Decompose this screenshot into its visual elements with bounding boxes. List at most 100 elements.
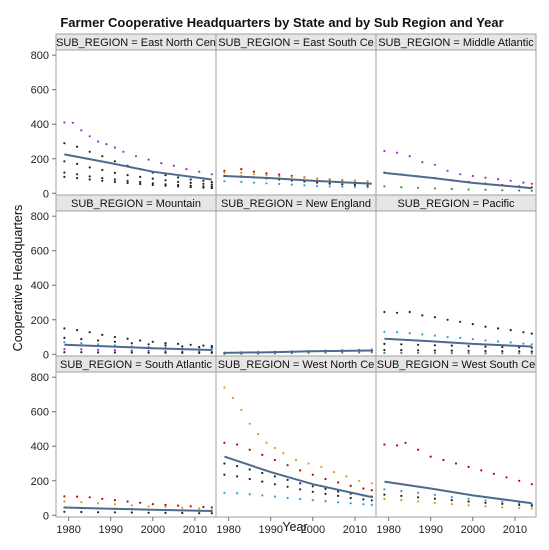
data-point (223, 180, 226, 183)
data-point (433, 187, 436, 190)
data-point (63, 327, 66, 330)
data-point (88, 178, 91, 181)
x-tick-label: 1980 (376, 524, 400, 536)
data-point (417, 343, 420, 346)
data-point (417, 496, 420, 499)
data-point (316, 181, 319, 184)
data-point (433, 334, 436, 337)
data-point (286, 478, 289, 481)
data-point (404, 441, 407, 444)
panel-plot-area (56, 211, 216, 356)
data-point (273, 446, 276, 450)
data-point (113, 349, 116, 352)
panel-marks (223, 168, 372, 189)
data-point (366, 180, 369, 183)
data-point (337, 501, 340, 504)
panel-plot-area (56, 372, 216, 517)
data-point (400, 349, 403, 352)
data-point (261, 471, 264, 475)
data-point (433, 497, 436, 500)
x-tick-label: 1990 (418, 524, 442, 536)
data-point (501, 189, 504, 192)
data-point (337, 481, 340, 484)
data-point (88, 150, 91, 153)
data-point (130, 349, 133, 352)
data-point (126, 174, 129, 177)
data-point (130, 351, 133, 354)
data-point (341, 351, 344, 354)
data-point (497, 327, 500, 330)
data-point (408, 310, 411, 314)
data-point (248, 477, 251, 481)
x-tick-label: 1990 (98, 524, 122, 536)
data-point (252, 170, 255, 173)
data-point (282, 452, 285, 455)
data-point (101, 168, 104, 172)
data-point (189, 178, 192, 181)
data-point (113, 178, 116, 181)
data-point (113, 351, 116, 354)
data-point (172, 164, 175, 167)
y-tick-label: 400 (31, 280, 49, 292)
data-point (63, 341, 66, 344)
data-point (240, 171, 243, 174)
data-point (467, 500, 470, 503)
data-point (252, 173, 255, 176)
data-point (80, 348, 83, 351)
data-point (278, 173, 281, 176)
data-point (421, 161, 424, 164)
y-axis-title: Cooperative Headquarters (11, 205, 25, 352)
data-point (454, 462, 458, 465)
data-point (358, 479, 361, 482)
data-point (236, 465, 239, 468)
data-point (324, 487, 327, 491)
data-point (501, 345, 504, 349)
trend-line (384, 171, 532, 190)
x-tick-label: 2000 (461, 524, 485, 536)
panel-strip-label: SUB_REGION = East South Ce (218, 37, 374, 49)
facet-panel-1: SUB_REGION = East North Cen 0 200 400 600 800 (31, 33, 217, 200)
data-point (139, 339, 142, 342)
data-point (248, 422, 251, 425)
data-point (324, 500, 327, 503)
data-point (484, 176, 487, 179)
data-point (396, 444, 399, 447)
facet-panel-4: SUB_REGION = Mountain 0 200 400 600 800 (31, 194, 217, 361)
data-point (518, 506, 521, 510)
data-point (450, 503, 453, 506)
data-point (383, 351, 386, 354)
data-point (198, 512, 201, 515)
data-point (480, 469, 483, 472)
data-point (147, 351, 150, 354)
y-tick-label: 600 (31, 407, 49, 419)
data-point (139, 182, 142, 186)
panel-plot-area (376, 372, 536, 517)
data-point (265, 182, 268, 185)
data-point (101, 177, 104, 180)
data-point (518, 503, 521, 506)
data-point (522, 181, 525, 184)
data-point (202, 186, 205, 189)
data-point (63, 171, 66, 174)
data-point (467, 349, 470, 352)
data-point (530, 352, 533, 355)
data-point (223, 473, 226, 476)
data-point (134, 155, 138, 158)
data-point (177, 185, 180, 188)
data-point (530, 504, 533, 507)
data-point (286, 496, 289, 500)
data-point (257, 433, 260, 436)
data-point (290, 183, 293, 186)
data-point (501, 350, 504, 353)
data-point (223, 169, 226, 172)
data-point (126, 181, 129, 184)
data-point (383, 149, 386, 153)
data-point (97, 348, 100, 351)
data-point (362, 487, 365, 490)
data-point (299, 488, 302, 491)
data-point (202, 344, 205, 347)
data-point (139, 175, 142, 178)
panel-plot-area (376, 211, 536, 356)
data-point (265, 174, 268, 177)
data-point (450, 495, 453, 499)
